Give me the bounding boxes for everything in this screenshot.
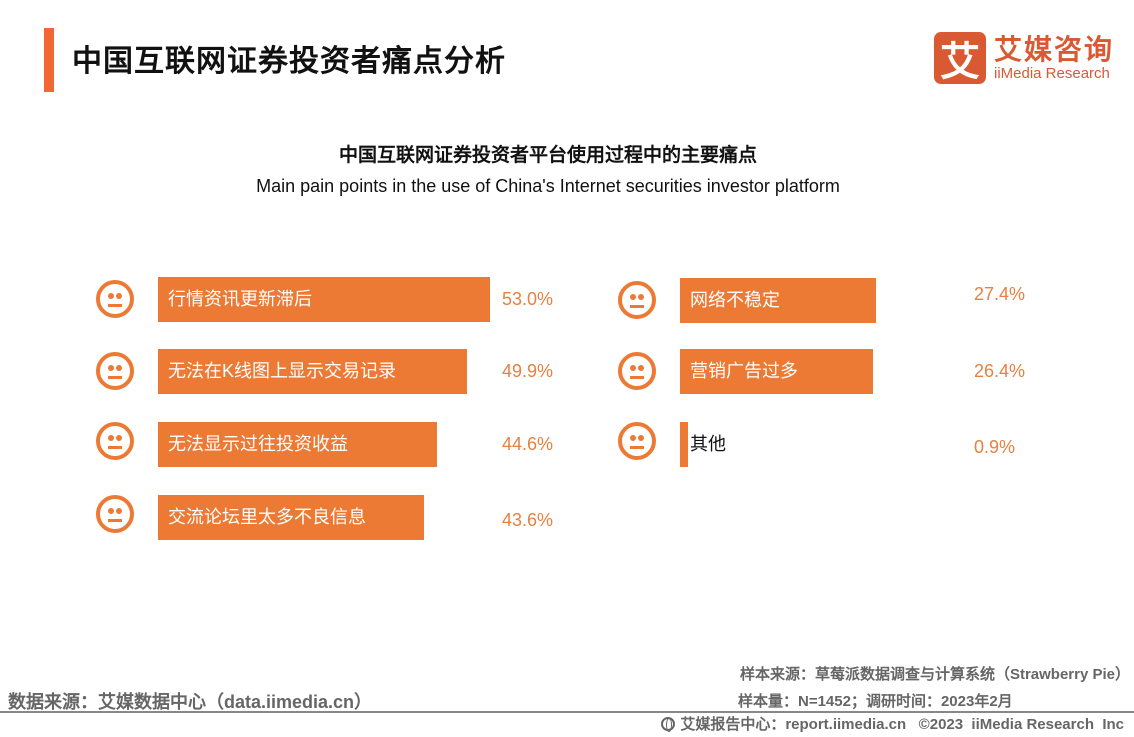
value-label: 43.6% xyxy=(502,510,554,530)
sample-source: 样本来源：草莓派数据调查与计算系统（Strawberry Pie） xyxy=(739,666,1130,683)
bar xyxy=(680,349,873,394)
bar-label: 无法在K线图上显示交易记录 xyxy=(168,361,397,381)
report-center: 艾媒报告中心：report.iimedia.cn ©2023 iiMedia R… xyxy=(661,713,1124,734)
chart-row: 行情资讯更新滞后 53.0% xyxy=(96,277,576,322)
neutral-face-icon xyxy=(618,422,656,460)
logo-en-text: iiMedia Research xyxy=(994,64,1110,82)
bar-label: 其他 xyxy=(690,434,726,454)
bar xyxy=(158,277,490,322)
globe-icon xyxy=(661,716,676,732)
sample-info: 样本量：N=1452；调研时间：2023年2月 xyxy=(738,693,1013,710)
neutral-face-icon xyxy=(96,280,134,318)
logo-mark-icon: 艾 xyxy=(934,32,986,84)
logo-cn-text: 艾媒咨询 xyxy=(994,33,1115,65)
report-center-text: 艾媒报告中心：report.iimedia.cn ©2023 iiMedia R… xyxy=(680,716,1124,733)
value-label: 44.6% xyxy=(502,434,554,454)
footer-divider xyxy=(0,711,1134,713)
bar xyxy=(158,422,437,467)
chart-subtitle: Main pain points in the use of China's I… xyxy=(256,176,840,196)
chart-row: 营销广告过多 26.4% xyxy=(618,349,1038,394)
neutral-face-icon xyxy=(96,352,134,390)
value-label: 49.9% xyxy=(502,361,554,381)
iimedia-logo: 艾 艾媒咨询 iiMedia Research xyxy=(934,32,1114,84)
bar-label: 交流论坛里太多不良信息 xyxy=(168,507,366,527)
neutral-face-icon xyxy=(618,352,656,390)
bar-label: 行情资讯更新滞后 xyxy=(168,289,312,309)
neutral-face-icon xyxy=(96,495,134,533)
neutral-face-icon xyxy=(618,281,656,319)
bar xyxy=(680,278,876,323)
bar-label: 无法显示过往投资收益 xyxy=(168,434,348,454)
chart-row: 无法显示过往投资收益 44.6% xyxy=(96,422,576,467)
neutral-face-icon xyxy=(96,422,134,460)
bar-label: 营销广告过多 xyxy=(690,361,798,381)
chart-row: 网络不稳定 27.4% xyxy=(618,278,1038,323)
page-title: 中国互联网证券投资者痛点分析 xyxy=(72,45,506,78)
data-source: 数据来源：艾媒数据中心（data.iimedia.cn） xyxy=(8,692,373,712)
bar xyxy=(158,495,424,540)
chart-row: 其他 0.9% xyxy=(618,422,1038,467)
chart-row: 无法在K线图上显示交易记录 49.9% xyxy=(96,349,576,394)
value-label: 26.4% xyxy=(974,361,1026,381)
value-label: 27.4% xyxy=(974,284,1026,304)
value-label: 53.0% xyxy=(502,289,554,309)
value-label: 0.9% xyxy=(974,437,1016,457)
bar xyxy=(158,349,467,394)
bar xyxy=(680,422,688,467)
bar-label: 网络不稳定 xyxy=(690,290,780,310)
title-accent-bar xyxy=(44,28,54,92)
chart-title: 中国互联网证券投资者平台使用过程中的主要痛点 xyxy=(338,145,757,166)
chart-row: 交流论坛里太多不良信息 43.6% xyxy=(96,495,576,540)
